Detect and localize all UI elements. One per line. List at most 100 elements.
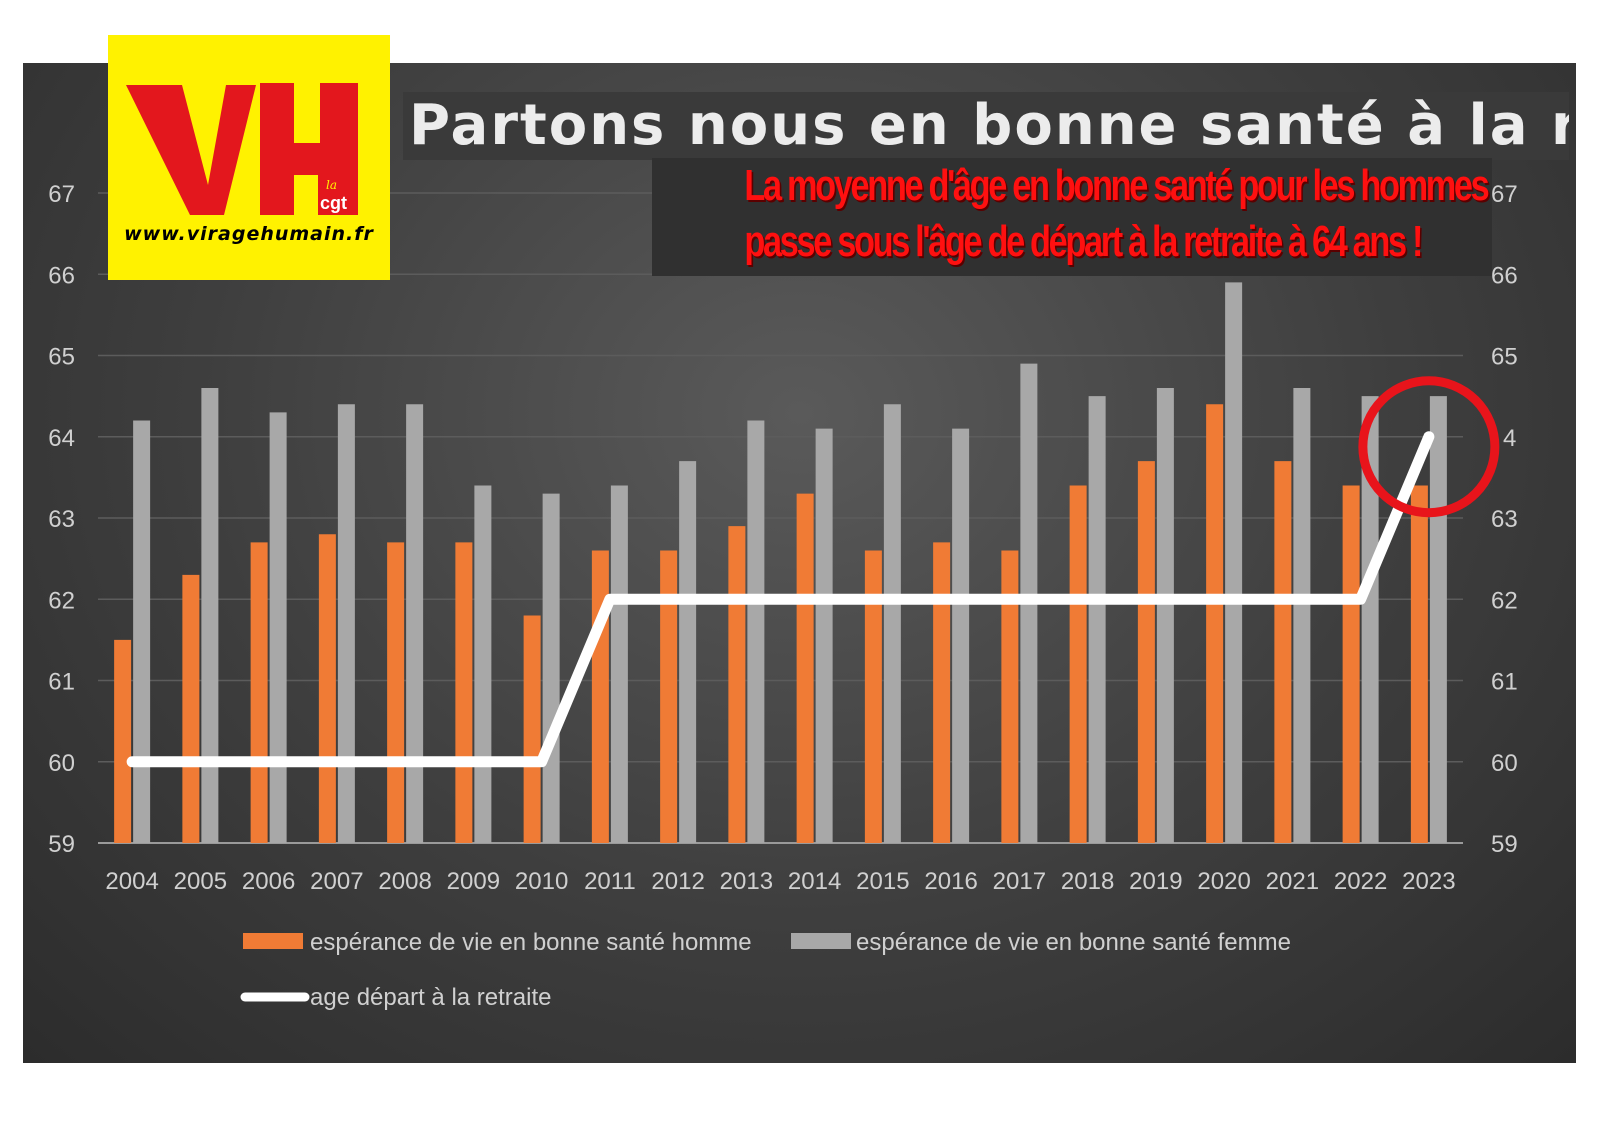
bar-femme-2005 [201, 388, 219, 843]
x-tick-label: 2023 [1402, 868, 1455, 895]
line-age-depart [126, 431, 1435, 768]
bar-femme-2011 [610, 485, 628, 843]
bar-femme-2016 [952, 428, 970, 843]
y-tick-label-left: 65 [48, 344, 75, 371]
bar-femme-2019 [1156, 388, 1174, 843]
y-tick-label-right: 66 [1491, 262, 1518, 289]
legend-label-homme: espérance de vie en bonne santé homme [310, 929, 752, 956]
bar-homme-2019 [1137, 461, 1155, 843]
x-tick-label: 2012 [651, 868, 704, 895]
y-tick-label-left: 63 [48, 506, 75, 533]
bar-femme-2008 [406, 404, 424, 843]
annotation-circle [1358, 376, 1500, 518]
x-tick-label: 2005 [174, 868, 227, 895]
bar-homme-2016 [933, 542, 951, 843]
x-tick-label: 2020 [1197, 868, 1250, 895]
chart-subtitle: La moyenne d'âge en bonne santé pour les… [652, 158, 1492, 276]
legend-label-femme: espérance de vie en bonne santé femme [856, 929, 1291, 956]
y-tick-label-left: 59 [48, 831, 75, 858]
bar-homme-2010 [523, 615, 541, 843]
bar-homme-2005 [182, 574, 200, 843]
x-tick-label: 2010 [515, 868, 568, 895]
bar-femme-2018 [1088, 396, 1106, 843]
cgt-logo-icon: la cgt [318, 175, 358, 215]
bar-homme-2009 [455, 542, 473, 843]
bar-femme-2006 [269, 412, 287, 843]
bar-femme-2021 [1293, 388, 1311, 843]
vh-letters: VH [109, 35, 111, 37]
x-tick-label: 2013 [720, 868, 773, 895]
x-tick-label: 2019 [1129, 868, 1182, 895]
legend-swatch-femme [791, 933, 851, 949]
bar-homme-2017 [1001, 550, 1019, 843]
tick-labels: 59 59 60 60 61 61 62 62 63 63 64 4 65 65 66 66 67 67 2004 2… [48, 181, 1517, 895]
x-tick-label: 2014 [788, 868, 841, 895]
x-tick-label: 2007 [310, 868, 363, 895]
bar-homme-2007 [318, 534, 336, 843]
legend: espérance de vie en bonne santé homme esp… [240, 929, 1291, 1011]
x-tick-label: 2009 [447, 868, 500, 895]
y-tick-label-left: 62 [48, 587, 75, 614]
x-tick-label: 2006 [242, 868, 295, 895]
bar-femme-2020 [1225, 282, 1243, 843]
x-tick-label: 2018 [1061, 868, 1114, 895]
cgt-text: cgt [320, 193, 347, 213]
bar-homme-2015 [864, 550, 882, 843]
y-tick-label-right: 63 [1491, 506, 1518, 533]
logo-url: www.viragehumain.fr [124, 223, 374, 245]
y-tick-label-left: 61 [48, 669, 75, 696]
vh-logo: VH la cgt www.viragehumain.fr [108, 35, 390, 280]
bar-homme-2022 [1342, 485, 1360, 843]
bar-femme-2015 [883, 404, 901, 843]
chart-svg: 59 59 60 60 61 61 62 62 63 63 64 4 65 65 66 66 67 67 2004 2… [48, 181, 1517, 1011]
legend-swatch-homme [243, 933, 303, 949]
bar-femme-2023 [1429, 396, 1447, 843]
bar-homme-2021 [1274, 461, 1292, 843]
y-tick-label-right: 59 [1491, 831, 1518, 858]
y-tick-label-left: 67 [48, 181, 75, 208]
y-tick-label-left: 60 [48, 750, 75, 777]
bar-homme-2004 [114, 639, 132, 843]
y-tick-label-right: 4 [1503, 425, 1516, 452]
bar-femme-2022 [1361, 396, 1379, 843]
grid-lines [98, 192, 1463, 844]
cgt-la-text: la [326, 178, 337, 192]
x-tick-label: 2004 [105, 868, 158, 895]
bar-femme-2013 [747, 420, 765, 843]
x-tick-label: 2017 [993, 868, 1046, 895]
legend-label-retraite: age départ à la retraite [310, 984, 552, 1011]
bar-homme-2014 [796, 493, 814, 843]
bar-homme-2012 [660, 550, 678, 843]
y-tick-label-left: 66 [48, 262, 75, 289]
bar-femme-2010 [542, 493, 560, 843]
x-tick-label: 2021 [1266, 868, 1319, 895]
bar-homme-2020 [1206, 404, 1224, 843]
x-tick-label: 2016 [924, 868, 977, 895]
bar-homme-2023 [1410, 485, 1428, 843]
x-tick-label: 2022 [1334, 868, 1387, 895]
bar-femme-2007 [337, 404, 355, 843]
y-tick-label-right: 65 [1491, 344, 1518, 371]
bar-homme-2006 [250, 542, 268, 843]
subtitle-line-1: La moyenne d'âge en bonne santé pour les… [744, 161, 1489, 210]
bar-homme-2013 [728, 526, 746, 843]
bar-homme-2018 [1069, 485, 1087, 843]
retirement-age-line [126, 431, 1435, 768]
x-tick-label: 2011 [584, 868, 636, 895]
y-tick-label-right: 61 [1491, 669, 1518, 696]
bar-femme-2014 [815, 428, 833, 843]
bar-homme-2011 [591, 550, 609, 843]
bar-femme-2009 [474, 485, 492, 843]
x-tick-label: 2008 [378, 868, 431, 895]
bar-femme-2012 [679, 461, 697, 843]
y-tick-label-right: 62 [1491, 587, 1518, 614]
bars [114, 282, 1447, 843]
annotation [1358, 376, 1500, 518]
subtitle-line-2: passe sous l'âge de départ à la retraite… [744, 217, 1423, 266]
y-tick-label-right: 60 [1491, 750, 1518, 777]
y-tick-label-right: 67 [1491, 181, 1518, 208]
chart-title: Partons nous en bonne santé à la retrait… [403, 92, 1569, 160]
x-tick-label: 2015 [856, 868, 909, 895]
bar-homme-2008 [387, 542, 405, 843]
y-tick-label-left: 64 [48, 425, 75, 452]
